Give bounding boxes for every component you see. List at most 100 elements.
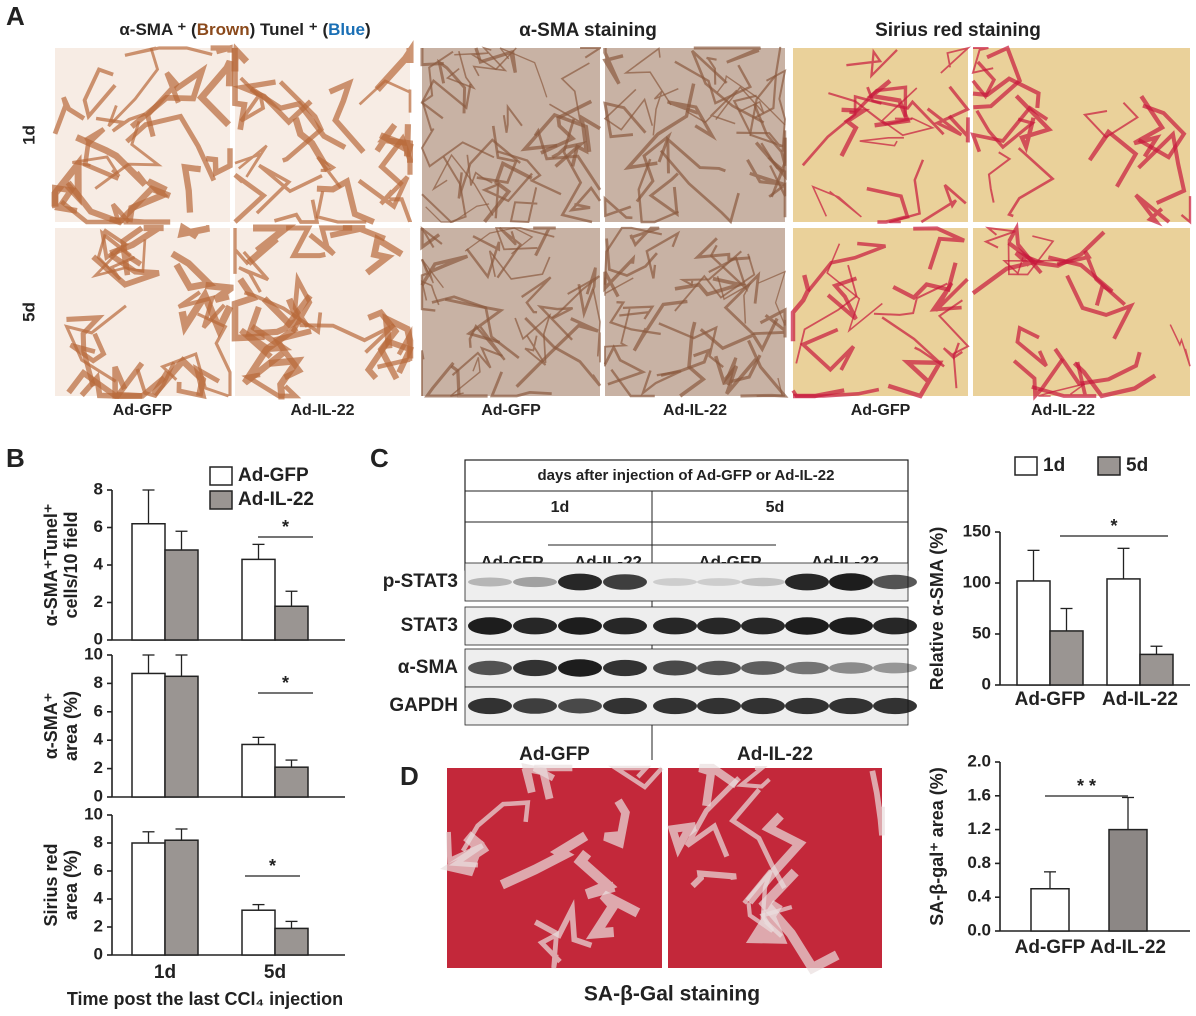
tissue-fiber: [866, 86, 945, 136]
x-tick-label: Ad-IL-22: [1102, 689, 1178, 710]
bar: [1106, 578, 1141, 686]
caption: SA-β-Gal staining: [584, 983, 760, 1006]
micrograph: [605, 48, 785, 222]
bar: [131, 842, 166, 956]
blot-band: [653, 578, 697, 586]
tissue-fiber: [754, 46, 782, 119]
micrograph: [793, 48, 968, 222]
tissue-fiber: [604, 277, 634, 296]
tissue-fiber: [437, 58, 467, 114]
bar: [164, 675, 199, 798]
y-tick-label: 50: [972, 623, 991, 642]
blot-header: days after injection of Ad-GFP or Ad-IL-…: [538, 467, 835, 484]
y-tick-label: 4: [94, 730, 104, 749]
tissue-fiber: [714, 355, 758, 395]
tissue-fiber: [421, 50, 454, 132]
y-tick-label: 8: [94, 832, 103, 851]
tissue-fiber: [698, 763, 739, 807]
tissue-fiber: [290, 271, 313, 334]
blot-band: [558, 617, 602, 635]
tissue-fiber: [109, 216, 171, 225]
blot-row-label: STAT3: [401, 615, 458, 636]
tissue-fiber: [937, 299, 970, 389]
tissue-fiber: [987, 151, 1012, 203]
tissue-fiber: [756, 377, 785, 397]
tissue-fiber: [920, 184, 967, 224]
tissue-fiber: [241, 372, 302, 399]
tissue-fiber: [532, 764, 573, 782]
tissue-fiber: [451, 346, 503, 376]
tissue-fiber: [716, 276, 752, 324]
blot-band: [603, 574, 647, 590]
tissue-fiber: [273, 199, 320, 224]
y-tick-label: 6: [94, 860, 103, 879]
tissue-fiber: [632, 299, 688, 352]
y-tick-label: 6: [94, 701, 103, 720]
tissue-fiber: [551, 275, 601, 319]
tissue-fiber: [1137, 103, 1187, 160]
tissue-fiber: [374, 40, 414, 93]
tissue-fiber: [759, 307, 787, 338]
tissue-fiber: [973, 45, 1023, 110]
tissue-fiber: [96, 233, 136, 281]
blot-band: [829, 617, 873, 635]
tissue-fiber: [652, 87, 679, 136]
tissue-fiber: [465, 235, 501, 280]
tissue-fiber: [315, 190, 367, 224]
tissue-fiber: [421, 156, 467, 224]
tissue-fiber: [502, 103, 523, 133]
tissue-fiber: [603, 88, 654, 131]
blot-time: 5d: [766, 499, 785, 516]
y-tick-label: 2: [94, 592, 103, 611]
tissue-fiber: [768, 182, 787, 218]
legend-swatch: [1097, 456, 1121, 476]
tissue-fiber: [420, 226, 443, 249]
tissue-fiber: [674, 276, 748, 297]
tissue-fiber: [95, 112, 146, 133]
blot-band: [829, 662, 873, 674]
blot-band: [468, 617, 512, 635]
tissue-fiber: [846, 48, 898, 79]
tissue-fiber: [972, 76, 1041, 109]
tissue-fiber: [496, 227, 523, 279]
tissue-fiber: [176, 363, 221, 400]
y-tick-label: 10: [84, 644, 103, 663]
legend-label: 1d: [1043, 455, 1065, 476]
significance-mark: * *: [1077, 776, 1096, 796]
tissue-fiber: [828, 92, 913, 126]
tissue-fiber: [736, 765, 771, 789]
tissue-fiber: [1056, 250, 1127, 307]
y-axis-label: cells/10 field: [61, 511, 81, 618]
tissue-fiber: [378, 133, 413, 187]
tissue-fiber: [604, 308, 631, 367]
tissue-fiber: [549, 62, 590, 124]
y-tick-label: 8: [94, 673, 103, 692]
blot-band: [741, 661, 785, 675]
tissue-fiber: [82, 127, 120, 181]
tissue-fiber: [421, 258, 444, 289]
tissue-fiber: [619, 305, 655, 320]
tissue-fiber: [610, 368, 655, 398]
tissue-fiber: [693, 237, 751, 261]
tissue-fiber: [536, 304, 574, 341]
bar: [241, 558, 276, 641]
tissue-fiber: [873, 282, 948, 316]
bar: [131, 523, 166, 641]
tissue-fiber: [234, 144, 268, 178]
row-label: 5d: [19, 302, 38, 322]
tissue-fiber: [177, 222, 210, 240]
column-label: Ad-GFP: [481, 402, 541, 419]
blot-band: [653, 660, 697, 676]
y-tick-label: 100: [963, 572, 991, 591]
blot-band: [468, 660, 512, 676]
blot-band: [741, 617, 785, 635]
legend-label: Ad-IL-22: [238, 489, 314, 510]
tissue-fiber: [892, 262, 958, 301]
panel-label: A: [6, 1, 25, 31]
tissue-fiber: [374, 123, 414, 163]
blot-band: [513, 698, 557, 714]
image-label: Ad-GFP: [519, 744, 590, 765]
header-part: Brown: [197, 20, 250, 39]
tissue-fiber: [196, 59, 234, 128]
